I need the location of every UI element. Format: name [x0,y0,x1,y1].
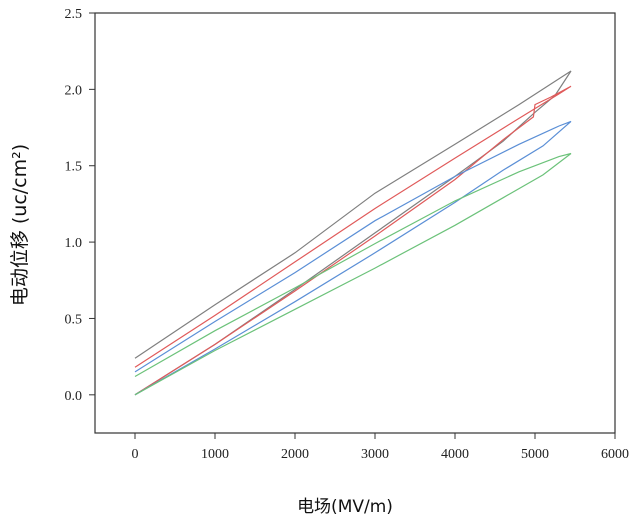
series-line-2 [134,85,572,396]
y-tick-label: 1.5 [65,160,83,175]
x-tick-label: 1000 [201,447,229,462]
y-tick-label: 0.5 [65,312,83,327]
plot-frame [94,12,616,434]
y-tick-label: 1.0 [65,236,83,251]
x-axis: 0 1000 2000 3000 4000 5000 6000 [132,433,629,462]
x-tick-label: 3000 [361,447,389,462]
y-axis: 0.0 0.5 1.0 1.5 2.0 2.5 [65,7,95,404]
x-tick-label: 6000 [601,447,629,462]
x-tick-label: 0 [132,447,139,462]
y-tick-label: 2.0 [65,83,83,98]
y-axis-title: 电动位移 (uc/cm²) [9,144,31,306]
y-tick-label: 0.0 [65,389,83,404]
series-line-1 [134,70,572,396]
y-tick-label: 2.5 [65,7,83,22]
x-tick-label: 2000 [281,447,309,462]
series-line-3 [134,120,572,396]
series-line-4 [134,152,572,396]
x-tick-label: 4000 [441,447,469,462]
series-layer [134,70,572,396]
x-axis-title: 电场(MV/m) [297,497,393,517]
x-tick-label: 5000 [521,447,549,462]
